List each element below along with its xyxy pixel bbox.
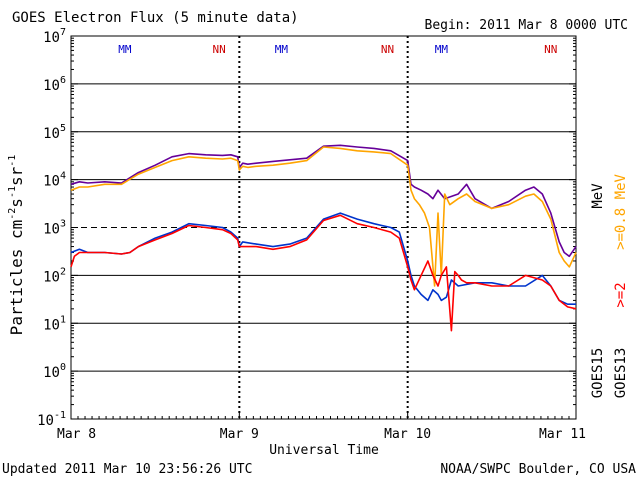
x-tick-label: Mar 8 [57, 427, 96, 442]
satellite-markers: MM NN MM NN MM NN [118, 43, 557, 56]
x-tick-labels: Mar 8 Mar 9 Mar 10 Mar 11 [57, 413, 586, 442]
gridlines [71, 37, 576, 406]
y-label-main: Particles cm [7, 220, 26, 336]
series-lines [70, 144, 577, 332]
series-line [70, 212, 576, 306]
satellite-marker: NN [381, 43, 394, 56]
credit-label: NOAA/SWPC Boulder, CO USA [440, 462, 636, 477]
plot-area: MM NN MM NN MM NN [70, 35, 577, 420]
series-line [70, 144, 577, 258]
y-tick-label: 105 [43, 123, 66, 142]
y-tick-label: 100 [43, 362, 66, 381]
y-label-mid: s [7, 198, 26, 208]
y-label-tail: sr [7, 166, 26, 186]
begin-label: Begin: 2011 Mar 8 0000 UTC [425, 18, 629, 33]
y-tick-label: 10-1 [37, 410, 66, 429]
legend-2-mev: >=2 [613, 282, 629, 307]
satellite-marker: MM [275, 43, 289, 56]
x-axis-label: Universal Time [269, 443, 379, 458]
series-line [70, 146, 577, 287]
legend-goes13: GOES13 [613, 348, 629, 399]
legend-goes15: GOES15 [590, 348, 606, 399]
legend-08-mev: >=0.8 MeV [613, 174, 629, 250]
y-label-exp2: -1 [7, 186, 18, 198]
y-tick-labels: 107 106 105 104 103 102 101 100 10-1 [37, 27, 576, 429]
x-tick-label: Mar 9 [220, 427, 259, 442]
y-tick-label: 106 [43, 75, 66, 94]
satellite-marker: NN [544, 43, 557, 56]
y-axis-label: Particles cm-2s-1sr-1 [7, 155, 26, 336]
chart-title: GOES Electron Flux (5 minute data) [12, 10, 299, 26]
satellite-marker: NN [213, 43, 226, 56]
y-tick-label: 103 [43, 219, 66, 238]
satellite-marker: MM [118, 43, 132, 56]
updated-label: Updated 2011 Mar 10 23:56:26 UTC [2, 462, 252, 477]
legend-mev-upper: MeV [590, 183, 606, 209]
y-tick-label: 104 [43, 171, 66, 190]
y-tick-label: 101 [43, 314, 66, 333]
y-label-exp1: -2 [7, 208, 18, 220]
side-legend: MeV >=0.8 MeV >=2 GOES15 GOES13 [590, 174, 629, 399]
series-line [70, 214, 577, 332]
satellite-marker: MM [435, 43, 449, 56]
day-dividers [238, 36, 409, 419]
x-tick-label: Mar 11 [539, 427, 586, 442]
y-tick-label: 107 [43, 27, 66, 46]
y-tick-label: 102 [43, 266, 66, 285]
y-label-exp3: -1 [7, 155, 18, 167]
x-tick-label: Mar 10 [384, 427, 431, 442]
